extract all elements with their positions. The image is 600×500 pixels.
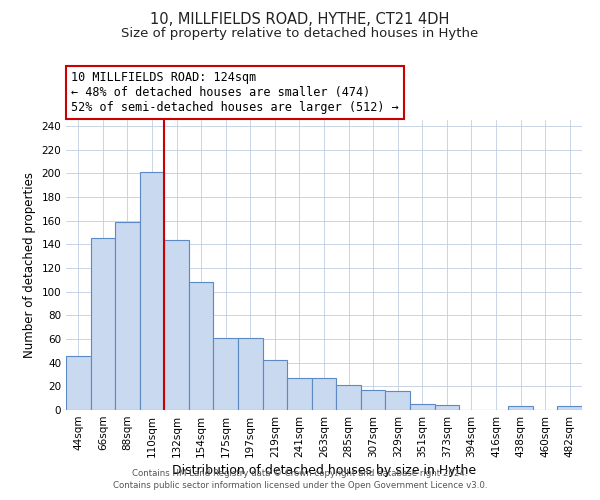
Bar <box>312 378 336 410</box>
Bar <box>361 390 385 410</box>
Bar <box>410 404 434 410</box>
Bar <box>434 406 459 410</box>
Bar <box>164 240 189 410</box>
Bar <box>385 391 410 410</box>
Bar <box>287 378 312 410</box>
Bar <box>508 406 533 410</box>
Bar <box>263 360 287 410</box>
Bar <box>140 172 164 410</box>
Y-axis label: Number of detached properties: Number of detached properties <box>23 172 36 358</box>
Text: Contains public sector information licensed under the Open Government Licence v3: Contains public sector information licen… <box>113 482 487 490</box>
Bar <box>336 385 361 410</box>
Bar <box>115 222 140 410</box>
Bar <box>557 406 582 410</box>
Text: Size of property relative to detached houses in Hythe: Size of property relative to detached ho… <box>121 28 479 40</box>
Bar <box>66 356 91 410</box>
Bar <box>189 282 214 410</box>
Text: Contains HM Land Registry data © Crown copyright and database right 2024.: Contains HM Land Registry data © Crown c… <box>132 470 468 478</box>
X-axis label: Distribution of detached houses by size in Hythe: Distribution of detached houses by size … <box>172 464 476 477</box>
Bar <box>214 338 238 410</box>
Bar <box>238 338 263 410</box>
Bar <box>91 238 115 410</box>
Text: 10 MILLFIELDS ROAD: 124sqm
← 48% of detached houses are smaller (474)
52% of sem: 10 MILLFIELDS ROAD: 124sqm ← 48% of deta… <box>71 71 399 114</box>
Text: 10, MILLFIELDS ROAD, HYTHE, CT21 4DH: 10, MILLFIELDS ROAD, HYTHE, CT21 4DH <box>151 12 449 28</box>
